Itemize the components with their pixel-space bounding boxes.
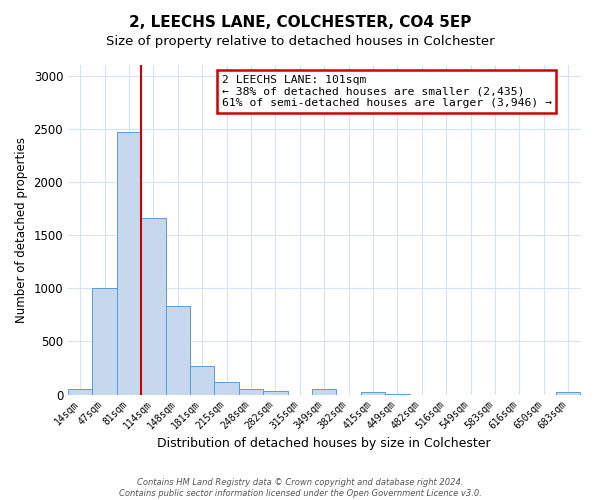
X-axis label: Distribution of detached houses by size in Colchester: Distribution of detached houses by size … <box>157 437 491 450</box>
Text: 2 LEECHS LANE: 101sqm
← 38% of detached houses are smaller (2,435)
61% of semi-d: 2 LEECHS LANE: 101sqm ← 38% of detached … <box>222 75 552 108</box>
Text: Size of property relative to detached houses in Colchester: Size of property relative to detached ho… <box>106 35 494 48</box>
Bar <box>190 366 214 394</box>
Bar <box>239 388 263 394</box>
Bar <box>312 388 337 394</box>
Y-axis label: Number of detached properties: Number of detached properties <box>15 137 28 323</box>
Bar <box>141 218 166 394</box>
Text: 2, LEECHS LANE, COLCHESTER, CO4 5EP: 2, LEECHS LANE, COLCHESTER, CO4 5EP <box>129 15 471 30</box>
Bar <box>92 288 117 395</box>
Bar <box>68 388 92 394</box>
Bar <box>263 391 287 394</box>
Bar <box>117 132 141 394</box>
Bar <box>361 392 385 394</box>
Bar <box>214 382 239 394</box>
Text: Contains HM Land Registry data © Crown copyright and database right 2024.
Contai: Contains HM Land Registry data © Crown c… <box>119 478 481 498</box>
Bar <box>166 306 190 394</box>
Bar <box>556 392 580 394</box>
